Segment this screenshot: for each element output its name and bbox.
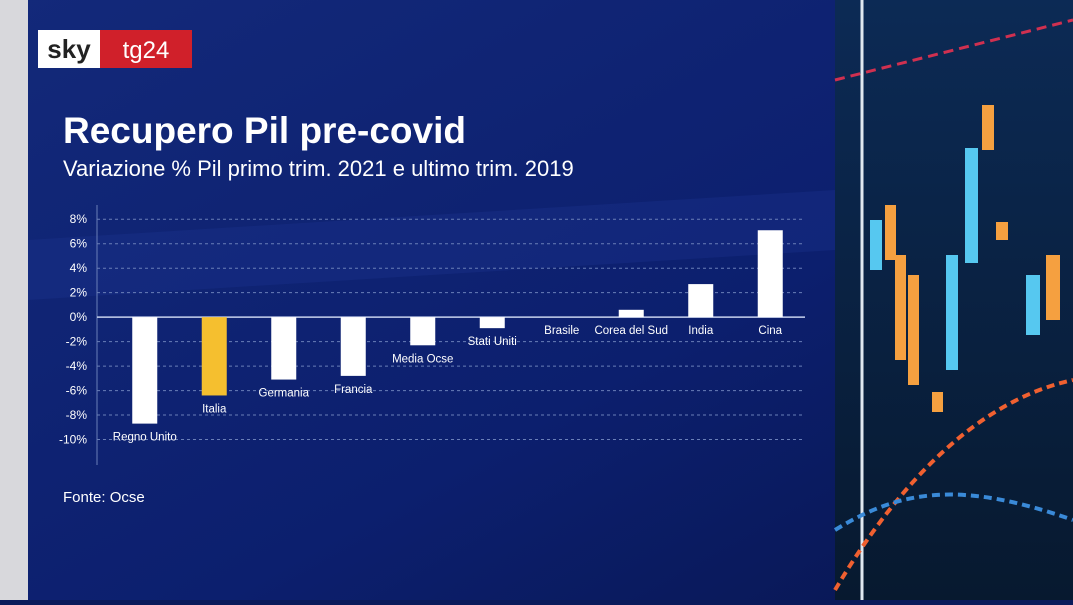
decor-candle xyxy=(870,220,882,270)
bar xyxy=(479,317,505,329)
y-tick-label: -6% xyxy=(66,384,88,398)
left-strip xyxy=(0,0,28,600)
logo-box xyxy=(38,30,100,68)
decor-candle xyxy=(1046,255,1060,320)
bar xyxy=(271,317,297,380)
decor-panel xyxy=(833,0,1073,600)
category-label: Cina xyxy=(758,325,782,337)
bar xyxy=(201,317,227,396)
category-label: Francia xyxy=(334,384,373,396)
category-label: Germania xyxy=(259,388,310,400)
logo-box xyxy=(100,30,192,68)
category-label: Corea del Sud xyxy=(594,325,668,337)
logo-sky: sky xyxy=(47,34,91,64)
light-band xyxy=(28,190,835,300)
category-label: Media Ocse xyxy=(392,353,453,365)
decor-candle xyxy=(946,255,958,370)
bar xyxy=(340,317,366,376)
chart-title: Recupero Pil pre-covid xyxy=(63,110,466,151)
bar xyxy=(132,317,158,424)
bar xyxy=(618,309,644,318)
y-tick-label: 4% xyxy=(70,261,88,275)
y-tick-label: -2% xyxy=(66,335,88,349)
decor-candle xyxy=(885,205,896,260)
decor-curve xyxy=(834,18,1073,82)
category-label: Regno Unito xyxy=(113,432,177,444)
bar xyxy=(757,230,783,318)
decor-candle xyxy=(1026,275,1040,335)
bar xyxy=(410,317,436,346)
chart-subtitle: Variazione % Pil primo trim. 2021 e ulti… xyxy=(63,156,574,181)
category-label: Italia xyxy=(202,403,227,415)
y-tick-label: 0% xyxy=(70,310,88,324)
decor-curve xyxy=(833,378,1073,592)
source: Fonte: Ocse xyxy=(63,489,145,506)
logo-tg24: tg24 xyxy=(123,37,170,64)
y-tick-label: 6% xyxy=(70,237,88,251)
y-tick-label: 8% xyxy=(70,212,88,226)
bar xyxy=(688,284,714,318)
y-tick-label: 2% xyxy=(70,286,88,300)
decor-curve xyxy=(833,492,1073,532)
decor-candle xyxy=(932,392,943,412)
category-label: Brasile xyxy=(544,325,579,337)
category-label: India xyxy=(688,325,714,337)
y-tick-label: -4% xyxy=(66,359,88,373)
decor-candle xyxy=(996,222,1008,240)
decor-candle xyxy=(982,105,994,150)
category-label: Stati Uniti xyxy=(468,336,517,348)
decor-candle xyxy=(965,148,978,263)
y-tick-label: -10% xyxy=(59,433,87,447)
decor-candle xyxy=(895,255,906,360)
decor-candle xyxy=(908,275,919,385)
y-tick-label: -8% xyxy=(66,408,88,422)
